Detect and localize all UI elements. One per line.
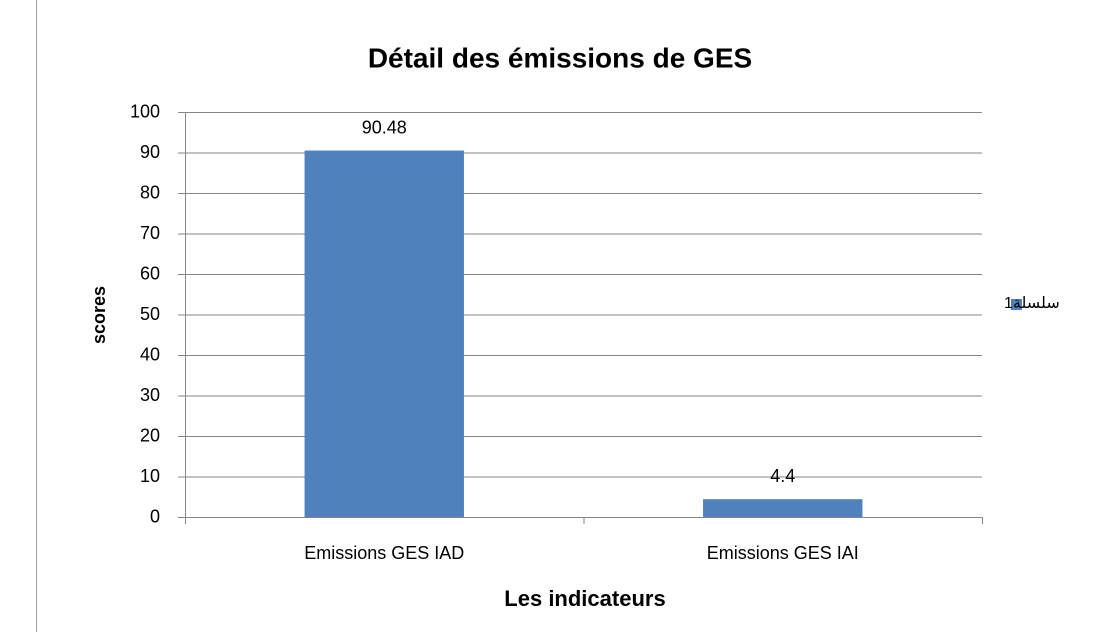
y-tick-label: 60 [140, 263, 160, 283]
bar [703, 499, 863, 517]
bar [304, 150, 464, 517]
y-tick-label: 40 [140, 344, 160, 364]
y-tick-label: 80 [140, 182, 160, 202]
y-tick-label: 90 [140, 142, 160, 162]
y-tick-label: 30 [140, 385, 160, 405]
chart-title: Détail des émissions de GES [368, 42, 752, 73]
y-axis-label: scores [89, 286, 109, 344]
data-label: 4.4 [770, 466, 795, 486]
y-tick-label: 50 [140, 304, 160, 324]
x-tick-label: Emissions GES IAD [304, 543, 464, 563]
legend-label: سلسلة1 [1004, 295, 1060, 312]
legend-swatch [1011, 299, 1022, 310]
y-tick-label: 10 [140, 466, 160, 486]
y-tick-label: 20 [140, 425, 160, 445]
data-label: 90.48 [362, 117, 407, 137]
y-tick-label: 70 [140, 223, 160, 243]
x-tick-label: Emissions GES IAI [707, 543, 859, 563]
y-tick-label: 100 [130, 101, 160, 121]
x-axis-label: Les indicateurs [504, 586, 665, 611]
y-tick-label: 0 [150, 506, 160, 526]
